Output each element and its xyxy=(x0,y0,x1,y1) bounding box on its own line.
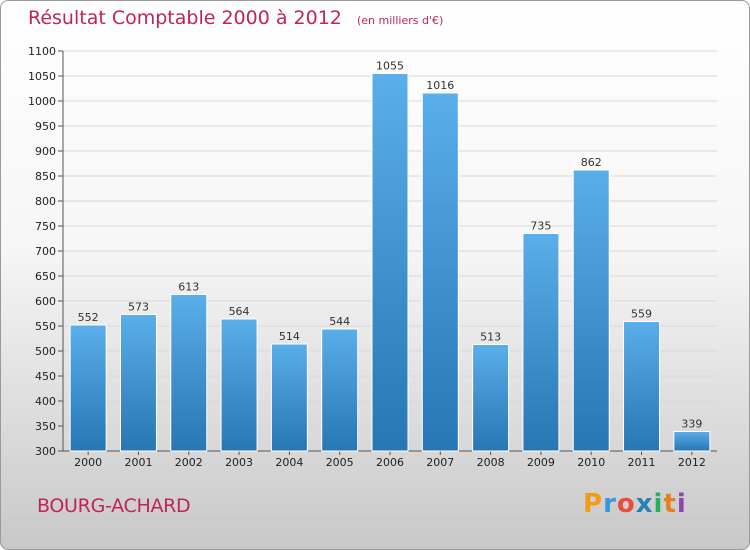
y-tick-label: 550 xyxy=(35,320,56,333)
x-tick-label-2000: 2000 xyxy=(74,456,102,469)
y-tick-label: 1050 xyxy=(28,70,56,83)
value-label-2000: 552 xyxy=(78,311,99,324)
logo-letter: t xyxy=(663,489,677,519)
bar-2012 xyxy=(673,431,711,452)
bar-2004 xyxy=(270,343,308,452)
value-label-2007: 1016 xyxy=(426,79,454,92)
chart-title: Résultat Comptable 2000 à 2012 xyxy=(28,7,342,29)
y-tick-label: 800 xyxy=(35,195,56,208)
y-tick-label: 950 xyxy=(35,120,56,133)
title-row: Résultat Comptable 2000 à 2012 (en milli… xyxy=(28,7,443,29)
value-label-2009: 735 xyxy=(530,220,551,233)
y-tick-label: 1100 xyxy=(28,45,56,58)
x-tick-label-2007: 2007 xyxy=(426,456,454,469)
x-tick-label-2003: 2003 xyxy=(225,456,253,469)
logo-letter: i xyxy=(676,489,687,519)
x-tick-label-2009: 2009 xyxy=(527,456,555,469)
x-tick-label-2010: 2010 xyxy=(577,456,605,469)
y-tick-label: 500 xyxy=(35,345,56,358)
bar-2010 xyxy=(572,169,610,452)
x-tick-label-2005: 2005 xyxy=(326,456,354,469)
y-tick-label: 350 xyxy=(35,420,56,433)
bar-2002 xyxy=(170,294,208,452)
y-tick-labels: 300 350 400 450 500 550 600 650 700 750 800 850 900 9… xyxy=(28,45,56,458)
bars xyxy=(69,73,711,452)
bar-2003 xyxy=(220,318,258,452)
value-label-2012: 339 xyxy=(681,418,702,431)
y-tick-label: 900 xyxy=(35,145,56,158)
logo-letter: o xyxy=(616,489,636,519)
logo-letter: i xyxy=(653,489,664,519)
bar-2009 xyxy=(522,233,560,452)
value-label-2008: 513 xyxy=(480,331,501,344)
bar-2007 xyxy=(421,92,459,452)
bar-2008 xyxy=(472,344,510,452)
x-tick-labels: 2000 2001 2002 2003 2004 2005 2006 2007 2008 2009… xyxy=(74,456,706,469)
bar-2005 xyxy=(321,328,359,452)
value-label-2010: 862 xyxy=(581,156,602,169)
y-tick-label: 1000 xyxy=(28,95,56,108)
x-tick-label-2001: 2001 xyxy=(124,456,152,469)
proxiti-logo[interactable]: Proxiti xyxy=(583,489,687,519)
bar-2006 xyxy=(371,73,409,452)
x-tick-label-2008: 2008 xyxy=(477,456,505,469)
y-tick-label: 450 xyxy=(35,370,56,383)
y-tick-label: 850 xyxy=(35,170,56,183)
x-tick-label-2004: 2004 xyxy=(275,456,303,469)
logo-letter: r xyxy=(603,489,617,519)
logo-letter: x xyxy=(635,489,654,519)
place-label: BOURG-ACHARD xyxy=(37,495,191,517)
chart-unit: (en milliers d'€) xyxy=(356,14,444,27)
value-label-2004: 514 xyxy=(279,330,300,343)
value-label-2002: 613 xyxy=(178,281,199,294)
bar-2001 xyxy=(119,314,157,452)
y-tick-label: 750 xyxy=(35,220,56,233)
x-tick-label-2011: 2011 xyxy=(628,456,656,469)
x-tick-label-2012: 2012 xyxy=(678,456,706,469)
y-tick-label: 700 xyxy=(35,245,56,258)
value-labels: 552 573 613 564 514 544 1055 1016 513 735 862 559 33… xyxy=(78,60,703,431)
bar-2000 xyxy=(69,324,107,452)
value-label-2003: 564 xyxy=(229,305,250,318)
bar-2011 xyxy=(623,321,661,452)
y-tick-label: 600 xyxy=(35,295,56,308)
x-tick-label-2006: 2006 xyxy=(376,456,404,469)
x-tick-label-2002: 2002 xyxy=(175,456,203,469)
y-tick-label: 300 xyxy=(35,445,56,458)
value-label-2006: 1055 xyxy=(376,60,404,73)
y-tick-label: 400 xyxy=(35,395,56,408)
value-label-2001: 573 xyxy=(128,301,149,314)
logo-letter: P xyxy=(583,489,604,519)
value-label-2005: 544 xyxy=(329,315,350,328)
value-label-2011: 559 xyxy=(631,308,652,321)
y-tick-label: 650 xyxy=(35,270,56,283)
